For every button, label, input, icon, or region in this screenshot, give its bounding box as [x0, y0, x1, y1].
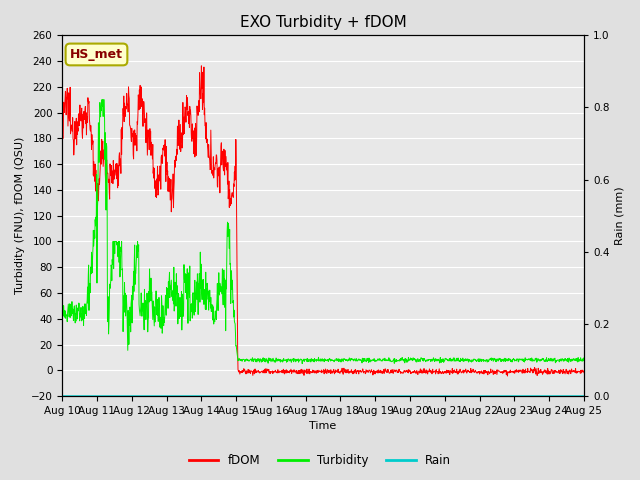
Legend: fDOM, Turbidity, Rain: fDOM, Turbidity, Rain — [184, 449, 456, 472]
Y-axis label: Turbidity (FNU), fDOM (QSU): Turbidity (FNU), fDOM (QSU) — [15, 137, 25, 294]
Y-axis label: Rain (mm): Rain (mm) — [615, 186, 625, 245]
Text: HS_met: HS_met — [70, 48, 123, 61]
Title: EXO Turbidity + fDOM: EXO Turbidity + fDOM — [239, 15, 406, 30]
X-axis label: Time: Time — [309, 421, 337, 432]
